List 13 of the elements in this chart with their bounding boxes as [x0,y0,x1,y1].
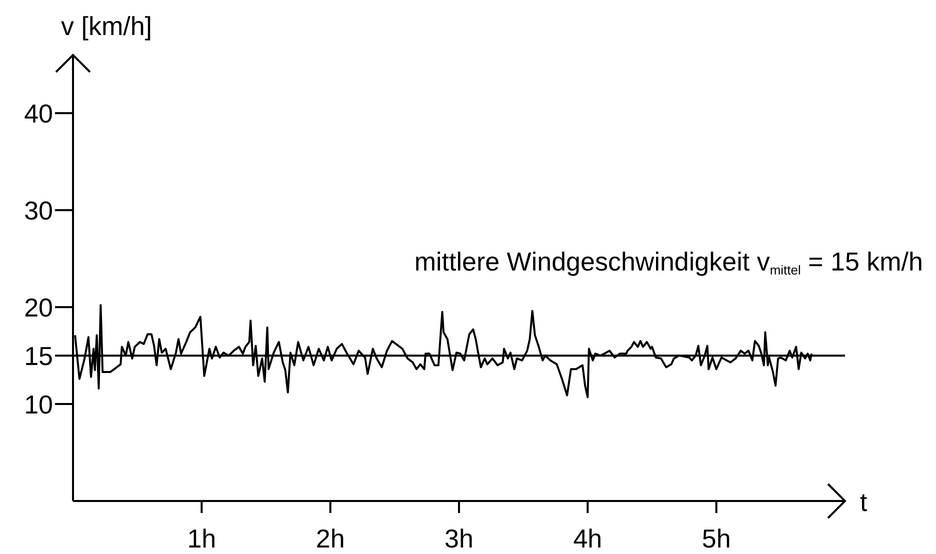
x-tick-label: 5h [702,523,731,554]
y-tick-label: 20 [24,292,53,322]
y-tick-label: 40 [24,98,53,128]
y-tick-label: 30 [24,195,53,226]
x-tick-label: 2h [316,523,345,554]
x-tick-label: 1h [187,523,216,554]
ref-line-label: mittlere Windgeschwindigkeit v$_{mittel}$ = 15 km/h [414,246,923,278]
x-tick-label: 3h [444,523,474,554]
y-tick-label: 10 [24,389,53,420]
y-axis-title: v [km/h] [61,11,152,41]
x-axis-title: t [860,487,868,517]
x-tick-label: 4h [573,523,602,554]
y-tick-label: 15 [24,340,53,371]
